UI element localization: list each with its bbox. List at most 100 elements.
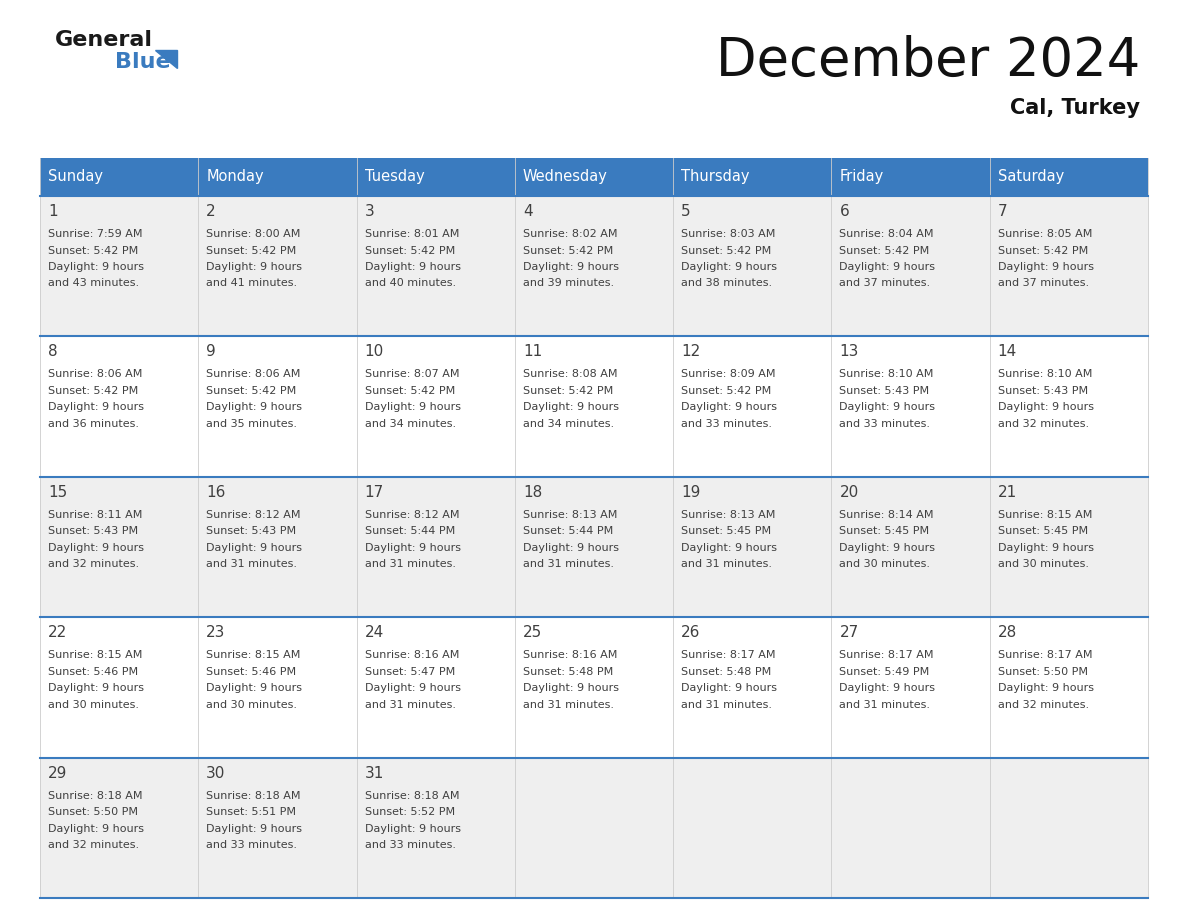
- Text: 28: 28: [998, 625, 1017, 640]
- Text: Daylight: 9 hours: Daylight: 9 hours: [365, 262, 461, 272]
- Text: 21: 21: [998, 485, 1017, 499]
- Text: and 33 minutes.: and 33 minutes.: [681, 419, 772, 429]
- Text: Sunset: 5:47 PM: Sunset: 5:47 PM: [365, 666, 455, 677]
- Text: and 37 minutes.: and 37 minutes.: [840, 278, 930, 288]
- Polygon shape: [154, 50, 177, 68]
- Text: Sunrise: 8:18 AM: Sunrise: 8:18 AM: [207, 790, 301, 800]
- Text: Sunset: 5:42 PM: Sunset: 5:42 PM: [365, 386, 455, 396]
- Text: Sunset: 5:42 PM: Sunset: 5:42 PM: [48, 245, 138, 255]
- Text: and 31 minutes.: and 31 minutes.: [840, 700, 930, 710]
- Text: Sunday: Sunday: [48, 170, 103, 185]
- Text: and 37 minutes.: and 37 minutes.: [998, 278, 1089, 288]
- Text: 26: 26: [681, 625, 701, 640]
- Text: 11: 11: [523, 344, 542, 360]
- Text: Sunrise: 8:10 AM: Sunrise: 8:10 AM: [998, 369, 1092, 379]
- Text: 16: 16: [207, 485, 226, 499]
- Text: and 30 minutes.: and 30 minutes.: [998, 559, 1088, 569]
- Text: Sunset: 5:43 PM: Sunset: 5:43 PM: [207, 526, 297, 536]
- Text: and 31 minutes.: and 31 minutes.: [207, 559, 297, 569]
- Text: Daylight: 9 hours: Daylight: 9 hours: [207, 823, 302, 834]
- Text: Sunrise: 8:15 AM: Sunrise: 8:15 AM: [48, 650, 143, 660]
- Text: Daylight: 9 hours: Daylight: 9 hours: [365, 823, 461, 834]
- Text: 27: 27: [840, 625, 859, 640]
- Bar: [40, 196, 1148, 336]
- Text: and 38 minutes.: and 38 minutes.: [681, 278, 772, 288]
- Text: Daylight: 9 hours: Daylight: 9 hours: [48, 543, 144, 553]
- Text: 8: 8: [48, 344, 58, 360]
- Text: and 33 minutes.: and 33 minutes.: [207, 840, 297, 850]
- Text: and 34 minutes.: and 34 minutes.: [523, 419, 614, 429]
- Text: Sunrise: 8:15 AM: Sunrise: 8:15 AM: [207, 650, 301, 660]
- Text: Sunrise: 8:13 AM: Sunrise: 8:13 AM: [523, 509, 618, 520]
- Text: and 32 minutes.: and 32 minutes.: [998, 419, 1089, 429]
- Text: 2: 2: [207, 204, 216, 219]
- Text: Sunset: 5:42 PM: Sunset: 5:42 PM: [207, 245, 297, 255]
- Text: Monday: Monday: [207, 170, 264, 185]
- Text: and 31 minutes.: and 31 minutes.: [523, 559, 614, 569]
- Text: Daylight: 9 hours: Daylight: 9 hours: [681, 683, 777, 693]
- Text: Sunrise: 8:11 AM: Sunrise: 8:11 AM: [48, 509, 143, 520]
- Bar: [198, 158, 356, 196]
- Text: Sunset: 5:42 PM: Sunset: 5:42 PM: [523, 245, 613, 255]
- Text: Sunrise: 8:13 AM: Sunrise: 8:13 AM: [681, 509, 776, 520]
- Text: Sunset: 5:50 PM: Sunset: 5:50 PM: [48, 807, 138, 817]
- Text: 5: 5: [681, 204, 690, 219]
- Text: and 41 minutes.: and 41 minutes.: [207, 278, 297, 288]
- Text: Daylight: 9 hours: Daylight: 9 hours: [840, 402, 935, 412]
- Text: Sunset: 5:43 PM: Sunset: 5:43 PM: [998, 386, 1088, 396]
- Text: Sunrise: 8:16 AM: Sunrise: 8:16 AM: [365, 650, 459, 660]
- Text: Tuesday: Tuesday: [365, 170, 424, 185]
- Bar: [990, 158, 1148, 196]
- Text: Sunrise: 8:15 AM: Sunrise: 8:15 AM: [998, 509, 1092, 520]
- Text: 6: 6: [840, 204, 849, 219]
- Text: and 32 minutes.: and 32 minutes.: [48, 559, 139, 569]
- Text: and 32 minutes.: and 32 minutes.: [998, 700, 1089, 710]
- Text: 29: 29: [48, 766, 68, 780]
- Text: Sunrise: 8:09 AM: Sunrise: 8:09 AM: [681, 369, 776, 379]
- Text: Sunset: 5:42 PM: Sunset: 5:42 PM: [681, 386, 771, 396]
- Text: Sunrise: 8:12 AM: Sunrise: 8:12 AM: [207, 509, 301, 520]
- Text: Sunset: 5:48 PM: Sunset: 5:48 PM: [681, 666, 771, 677]
- Text: Sunset: 5:44 PM: Sunset: 5:44 PM: [365, 526, 455, 536]
- Text: Daylight: 9 hours: Daylight: 9 hours: [840, 683, 935, 693]
- Bar: [40, 158, 198, 196]
- Text: Daylight: 9 hours: Daylight: 9 hours: [365, 683, 461, 693]
- Text: and 35 minutes.: and 35 minutes.: [207, 419, 297, 429]
- Bar: [356, 158, 514, 196]
- Text: 25: 25: [523, 625, 542, 640]
- Text: General: General: [55, 30, 153, 50]
- Text: 1: 1: [48, 204, 58, 219]
- Text: Cal, Turkey: Cal, Turkey: [1010, 98, 1140, 118]
- Text: 22: 22: [48, 625, 68, 640]
- Text: Daylight: 9 hours: Daylight: 9 hours: [998, 683, 1094, 693]
- Text: and 43 minutes.: and 43 minutes.: [48, 278, 139, 288]
- Text: and 33 minutes.: and 33 minutes.: [365, 840, 455, 850]
- Text: Sunset: 5:45 PM: Sunset: 5:45 PM: [998, 526, 1088, 536]
- Text: Daylight: 9 hours: Daylight: 9 hours: [523, 543, 619, 553]
- Text: December 2024: December 2024: [715, 35, 1140, 87]
- Text: Sunrise: 8:03 AM: Sunrise: 8:03 AM: [681, 229, 776, 239]
- Text: Sunset: 5:48 PM: Sunset: 5:48 PM: [523, 666, 613, 677]
- Text: Sunrise: 8:06 AM: Sunrise: 8:06 AM: [48, 369, 143, 379]
- Text: Daylight: 9 hours: Daylight: 9 hours: [998, 543, 1094, 553]
- Bar: [832, 158, 990, 196]
- Text: Daylight: 9 hours: Daylight: 9 hours: [681, 402, 777, 412]
- Bar: [40, 476, 1148, 617]
- Text: Sunrise: 8:18 AM: Sunrise: 8:18 AM: [365, 790, 459, 800]
- Bar: [40, 617, 1148, 757]
- Text: Daylight: 9 hours: Daylight: 9 hours: [207, 543, 302, 553]
- Text: Sunrise: 8:10 AM: Sunrise: 8:10 AM: [840, 369, 934, 379]
- Text: 15: 15: [48, 485, 68, 499]
- Text: 14: 14: [998, 344, 1017, 360]
- Text: 13: 13: [840, 344, 859, 360]
- Text: Daylight: 9 hours: Daylight: 9 hours: [840, 262, 935, 272]
- Text: Saturday: Saturday: [998, 170, 1064, 185]
- Text: Sunset: 5:46 PM: Sunset: 5:46 PM: [207, 666, 297, 677]
- Text: Daylight: 9 hours: Daylight: 9 hours: [840, 543, 935, 553]
- Bar: [40, 336, 1148, 476]
- Text: 31: 31: [365, 766, 384, 780]
- Text: 4: 4: [523, 204, 532, 219]
- Text: Daylight: 9 hours: Daylight: 9 hours: [48, 823, 144, 834]
- Text: 17: 17: [365, 485, 384, 499]
- Text: Blue: Blue: [115, 52, 171, 72]
